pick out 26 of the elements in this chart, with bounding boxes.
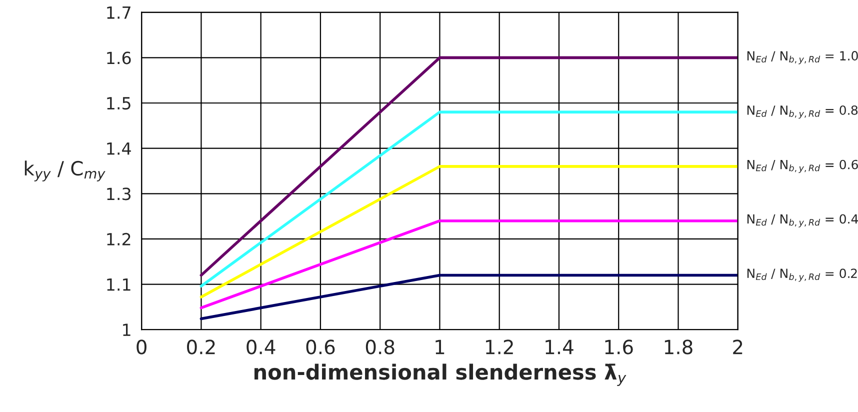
y-tick-label: 1.5 [107, 97, 130, 110]
y-tick-label: 1.3 [107, 188, 131, 200]
y-tick-label: 1.6 [107, 52, 131, 64]
x-tick-label: 1.8 [664, 340, 692, 354]
x-tick-label: 0.8 [366, 340, 394, 354]
x-tick-label: 0 [136, 340, 146, 354]
series-label: N$_{Ed}$ / N$_{b,y,Rd}$ = 0.4 [747, 214, 858, 228]
y-tick-label: 1 [123, 324, 130, 336]
x-tick-label: 0.2 [187, 340, 215, 354]
x-tick-label: 1 [436, 340, 444, 354]
y-tick-label: 1.7 [107, 6, 130, 19]
x-tick-label: 1.2 [486, 340, 513, 354]
series-label: N$_{Ed}$ / N$_{b,y,Rd}$ = 1.0 [747, 51, 858, 64]
y-tick-label: 1.1 [107, 278, 130, 291]
x-tick-label: 1.4 [546, 340, 574, 354]
x-tick-label: 2 [733, 340, 742, 354]
x-tick-label: 1.6 [605, 340, 633, 354]
x-axis-title: non-dimensional slenderness λ̄$_{y}$ [254, 364, 626, 386]
series-label: N$_{Ed}$ / N$_{b,y,Rd}$ = 0.2 [747, 268, 857, 282]
y-tick-label: 1.2 [107, 232, 130, 246]
y-axis-title: k$_{yy}$ / C$_{my}$ [24, 160, 106, 182]
series-label: N$_{Ed}$ / N$_{b,y,Rd}$ = 0.6 [747, 160, 858, 173]
y-tick-label: 1.4 [107, 142, 131, 155]
series-label: N$_{Ed}$ / N$_{b,y,Rd}$ = 0.8 [747, 105, 858, 119]
x-tick-label: 0.4 [246, 340, 276, 354]
x-tick-label: 0.6 [306, 340, 335, 354]
